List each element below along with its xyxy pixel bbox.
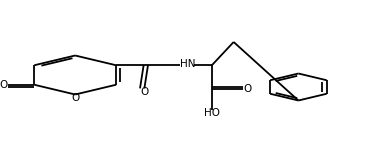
Text: O: O — [140, 87, 148, 97]
Text: O: O — [71, 93, 79, 103]
Text: O: O — [0, 80, 7, 90]
Text: HN: HN — [180, 59, 196, 69]
Text: O: O — [244, 84, 252, 93]
Text: HO: HO — [204, 108, 220, 118]
